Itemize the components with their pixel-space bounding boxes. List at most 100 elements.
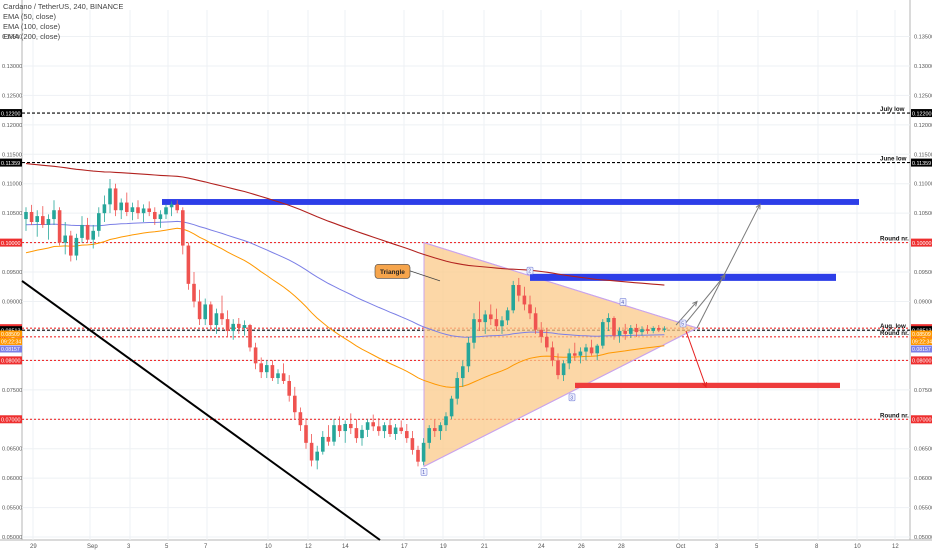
indicator-ema100[interactable]: EMA (100, close) <box>3 22 61 31</box>
y-tick-label-right: 0.10500 <box>914 211 932 217</box>
symbol-title: Cardano / TetherUS, 240, BINANCE <box>3 2 124 11</box>
indicator-ema200[interactable]: EMA (200, close) <box>3 32 61 41</box>
candle-body <box>567 353 571 364</box>
candle-body <box>483 314 487 323</box>
pivot-marker <box>526 266 534 275</box>
x-tick-label: 10 <box>854 544 861 550</box>
candle-body <box>119 202 123 211</box>
candle-body <box>35 216 39 222</box>
candle-body <box>433 428 437 432</box>
x-tick-label: Sep <box>87 544 98 550</box>
y-tick-label-right: 0.09500 <box>914 270 932 276</box>
x-tick-label: 24 <box>538 544 545 550</box>
callout-pointer <box>409 270 441 282</box>
candle-body <box>640 329 644 333</box>
candle-body <box>102 204 107 214</box>
resistance-box <box>162 199 859 205</box>
y-tick-label-left: 0.09500 <box>2 270 22 276</box>
ema-tag-right-text: 0.08157 <box>912 347 931 353</box>
candle-body <box>80 224 84 238</box>
y-tick-label-left: 0.06000 <box>2 476 22 482</box>
candle-body <box>113 188 118 211</box>
candle-body <box>24 211 28 220</box>
x-tick-label: 7 <box>204 544 208 550</box>
candle-body <box>629 328 633 334</box>
x-tick-label: 12 <box>892 544 899 550</box>
y-tick-label-right: 0.12000 <box>914 123 932 129</box>
pivot-marker-text: 5 <box>681 322 684 328</box>
candle-body <box>46 219 51 225</box>
pivot-marker-text: 1 <box>422 470 425 476</box>
candle-body <box>220 313 224 320</box>
projection-arrow-2 <box>683 274 726 326</box>
candle-body <box>634 328 639 333</box>
pivot-marker-text: 2 <box>528 269 531 275</box>
candle-body <box>533 313 538 330</box>
ema-tag-right-text: 09:22:34 <box>912 340 932 346</box>
price-tag-left-text: 0.11359 <box>1 161 20 167</box>
price-tag-left-text: 0.08000 <box>1 359 21 365</box>
candle-body <box>337 425 342 432</box>
candle-body <box>360 429 364 439</box>
price-tag-left <box>0 158 22 167</box>
callout-text: Triangle <box>380 269 405 276</box>
candle-body <box>405 431 409 439</box>
candle-body <box>343 423 347 432</box>
candle-body <box>550 347 555 361</box>
y-tick-label-left: 0.05000 <box>2 535 22 541</box>
candle-body <box>606 317 611 323</box>
ema-tag-left <box>0 330 22 338</box>
level-label: June low <box>880 156 907 163</box>
price-tag-left <box>0 415 22 424</box>
candle-body <box>153 211 157 220</box>
candle-body <box>74 237 79 256</box>
y-tick-label-left: 0.12000 <box>2 123 22 129</box>
candle-body <box>489 314 493 320</box>
candle-body <box>29 211 34 222</box>
x-tick-label: 17 <box>401 544 408 550</box>
candle-body <box>304 425 308 443</box>
candle-body <box>125 202 129 212</box>
y-tick-label-left: 0.05500 <box>2 506 22 512</box>
price-tag-left <box>0 356 22 365</box>
breakdown-arrow <box>685 330 707 388</box>
candle-body <box>589 347 594 354</box>
y-tick-label-right: 0.09000 <box>914 300 932 306</box>
candle-body <box>91 230 95 240</box>
candle-body <box>192 283 196 302</box>
candle-body <box>136 207 140 214</box>
candle-body <box>377 426 381 432</box>
y-tick-label-left: 0.11500 <box>2 152 22 158</box>
candle-body <box>461 366 465 379</box>
candle-body <box>181 210 185 246</box>
candle-body <box>326 436 331 442</box>
candle-body <box>561 363 566 376</box>
chart-legend: Cardano / TetherUS, 240, BINANCE EMA (50… <box>3 2 123 42</box>
candle-body <box>293 395 297 413</box>
candle-body <box>298 412 303 426</box>
candle-body <box>645 329 650 331</box>
ema-tag-left <box>0 338 22 345</box>
candle-body <box>164 207 168 215</box>
candle-body <box>601 322 605 346</box>
price-tag-right <box>911 158 932 167</box>
price-tag-left-text: 0.07000 <box>1 417 21 423</box>
y-tick-label-left: 0.13000 <box>2 64 22 70</box>
price-tag-left <box>0 109 22 118</box>
x-tick-label: 26 <box>578 544 585 550</box>
price-tag-right-text: 0.11359 <box>912 161 931 167</box>
indicator-ema50[interactable]: EMA (50, close) <box>3 12 56 21</box>
candle-body <box>175 204 179 211</box>
ema-tag-left-text: 0.08509 <box>1 332 20 338</box>
y-tick-label-right: 0.06000 <box>914 476 932 482</box>
y-tick-label-right: 0.13500 <box>914 35 932 41</box>
candle-body <box>382 425 387 432</box>
y-tick-label-left: 0.07500 <box>2 388 22 394</box>
candle-body <box>623 330 627 334</box>
candle-body <box>505 310 510 321</box>
candle-body <box>528 304 532 314</box>
projection-arrow-1-head <box>692 300 698 307</box>
candle-body <box>69 235 73 256</box>
candle-body <box>354 428 359 439</box>
